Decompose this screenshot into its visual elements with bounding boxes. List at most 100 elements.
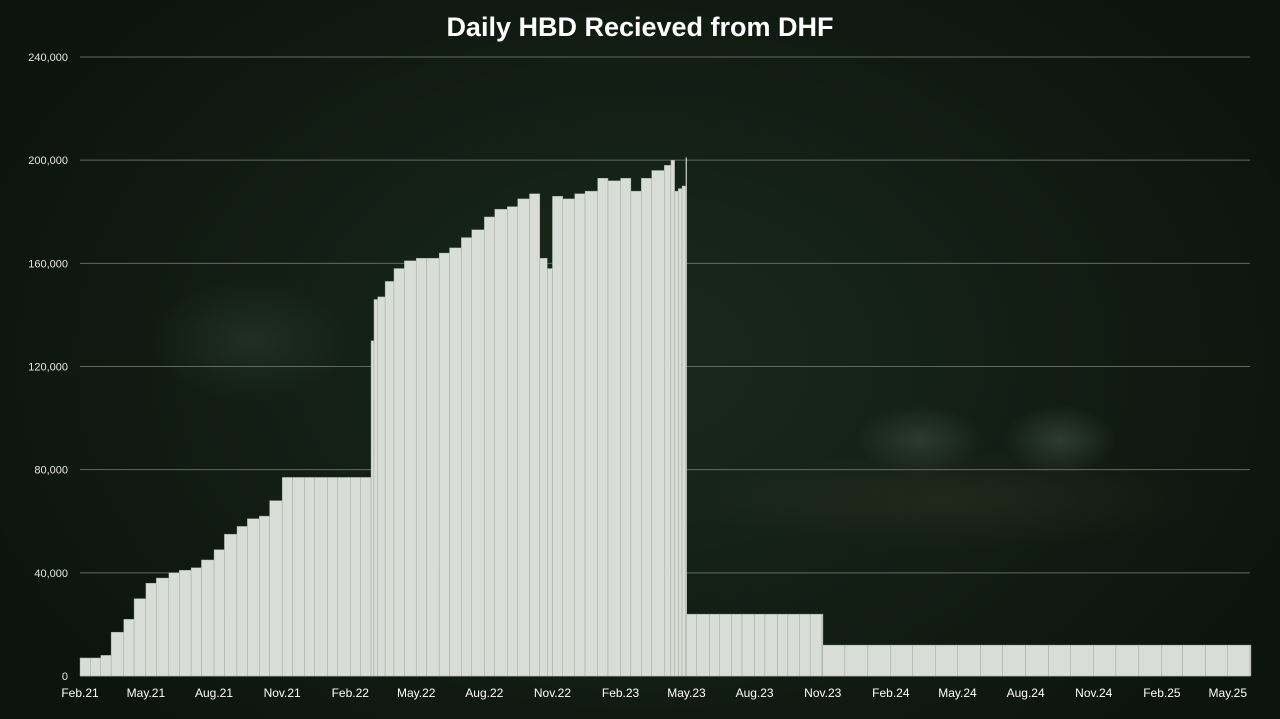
bar (156, 577, 170, 677)
bar (670, 159, 675, 677)
bar (584, 190, 598, 677)
bar (404, 260, 417, 677)
x-tick-label: Feb.22 (332, 686, 370, 700)
bar (641, 178, 652, 677)
x-tick-label: May.21 (127, 686, 166, 700)
bar (552, 196, 564, 677)
bar (777, 613, 789, 677)
bar (867, 644, 892, 677)
bar (529, 193, 541, 677)
x-tick-label: Aug.24 (1007, 686, 1045, 700)
bar (957, 644, 981, 677)
bar (213, 549, 225, 677)
x-tick-label: Aug.22 (465, 686, 503, 700)
bar (190, 567, 202, 677)
x-tick-label: May.24 (938, 686, 977, 700)
x-tick-label: Feb.21 (61, 686, 99, 700)
bar (547, 268, 553, 677)
bar (393, 268, 405, 677)
bar (236, 526, 248, 677)
bar (110, 631, 124, 677)
bar (224, 533, 238, 677)
bar (741, 613, 755, 677)
bar (484, 216, 495, 677)
bar (179, 570, 192, 677)
bar (620, 178, 632, 677)
bar (674, 190, 679, 677)
bar (597, 178, 609, 677)
bar (350, 477, 361, 677)
bar (696, 613, 710, 677)
bar (731, 613, 743, 677)
bar (360, 477, 372, 677)
bar (935, 644, 958, 677)
bar (337, 477, 351, 677)
x-tick-label: May.25 (1209, 686, 1248, 700)
bar (168, 572, 180, 677)
y-tick-label: 120,000 (28, 362, 68, 374)
bar (787, 613, 800, 677)
bar (471, 229, 485, 677)
bar (1182, 644, 1206, 677)
x-tick-label: Feb.23 (602, 686, 640, 700)
bar (145, 582, 157, 677)
bar (686, 613, 698, 677)
bar (844, 644, 869, 677)
y-tick-label: 0 (62, 671, 68, 683)
bar (449, 247, 462, 677)
bar (384, 281, 395, 677)
x-tick-label: Aug.21 (195, 686, 233, 700)
bar (1002, 644, 1026, 677)
bar (90, 657, 101, 677)
bar (1070, 644, 1094, 677)
bar (314, 477, 328, 677)
y-tick-label: 200,000 (28, 155, 68, 167)
bar (912, 644, 936, 677)
bar (754, 613, 766, 677)
bar (719, 613, 732, 677)
bar (1161, 644, 1183, 677)
bar (517, 198, 530, 677)
bar (461, 237, 472, 677)
bar (304, 477, 315, 677)
bar (685, 157, 687, 677)
bar (281, 477, 293, 677)
bars (79, 157, 1252, 677)
y-axis-ticks: 0 40,000 80,000 120,000 160,000 200,000 240,00… (28, 52, 68, 683)
bar (1205, 644, 1228, 677)
bar (574, 193, 586, 677)
bar (890, 644, 913, 677)
x-tick-label: Nov.23 (804, 686, 841, 700)
bar (799, 613, 811, 677)
bar (426, 257, 440, 677)
bar (247, 518, 260, 677)
bar (709, 613, 720, 677)
bar (100, 655, 112, 677)
bar (292, 477, 305, 677)
bar (809, 613, 823, 677)
bar (269, 500, 283, 677)
bar (373, 299, 378, 677)
x-axis-ticks: Feb.21 May.21 Aug.21 Nov.21 Feb.22 May.22 Aug.… (61, 686, 1247, 700)
bar (415, 257, 427, 677)
y-tick-label: 40,000 (34, 568, 68, 580)
bar (764, 613, 778, 677)
x-tick-label: Nov.22 (534, 686, 571, 700)
bar (1115, 644, 1140, 677)
bar (607, 180, 621, 677)
y-tick-label: 80,000 (34, 465, 68, 477)
bar (259, 515, 270, 677)
x-tick-label: Nov.24 (1075, 686, 1112, 700)
x-tick-label: Aug.23 (736, 686, 774, 700)
bar (630, 190, 642, 677)
x-tick-label: Nov.21 (264, 686, 301, 700)
bar (327, 477, 338, 677)
bar (1227, 644, 1251, 677)
x-tick-label: Feb.24 (872, 686, 910, 700)
chart-title: Daily HBD Recieved from DHF (446, 12, 834, 42)
bar (539, 257, 548, 677)
bar (507, 206, 518, 677)
bar (1138, 644, 1163, 677)
bar (1249, 644, 1252, 677)
